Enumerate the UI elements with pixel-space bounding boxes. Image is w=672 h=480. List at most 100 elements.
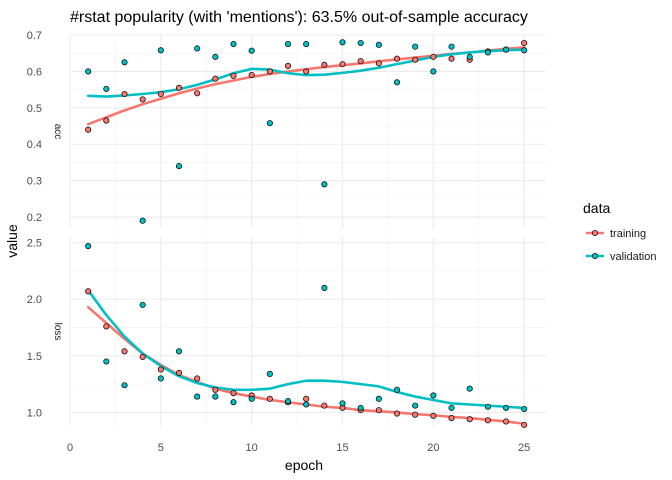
data-point-validation: [194, 45, 201, 52]
smooth-line-training: [86, 46, 526, 126]
x-tick-label: 25: [518, 442, 530, 454]
data-point-validation: [121, 382, 128, 389]
data-point-validation: [175, 348, 183, 355]
data-point-validation: [412, 402, 419, 409]
legend: data training validation: [583, 200, 656, 263]
data-point-validation: [521, 47, 528, 54]
data-point-training: [393, 410, 401, 417]
data-point-training: [175, 84, 183, 91]
facet-strip-loss: loss: [52, 323, 63, 341]
data-point-training: [157, 90, 164, 98]
data-point-validation: [248, 395, 255, 402]
data-point-training: [139, 353, 146, 361]
data-point-training: [85, 288, 92, 295]
data-point-validation: [375, 395, 382, 402]
data-point-validation: [284, 41, 292, 48]
data-point-training: [121, 348, 128, 355]
data-point-training: [212, 386, 219, 393]
data-point-training: [466, 416, 473, 423]
data-point-validation: [339, 400, 346, 407]
data-point-training: [357, 58, 364, 65]
x-tick-label: 5: [158, 442, 164, 454]
data-point-training: [321, 402, 328, 409]
facet-panel-acc: 0.2 0.3 0.4 0.5 0.6 0.7 acc: [27, 30, 546, 228]
data-point-training: [157, 366, 164, 373]
data-point-training: [266, 68, 273, 75]
data-point-validation: [157, 47, 164, 54]
data-point-validation: [85, 243, 92, 250]
data-point-validation: [393, 386, 401, 393]
facet-panel-loss: 1.0 1.5 2.0 2.5 loss: [27, 237, 546, 428]
data-point-validation: [103, 85, 110, 92]
data-point-validation: [284, 398, 292, 405]
y-tick-label: 0.7: [27, 30, 42, 42]
data-point-training: [448, 55, 455, 62]
data-point-training: [430, 53, 437, 60]
data-point-validation: [175, 163, 183, 170]
data-point-training: [393, 55, 401, 62]
data-point-training: [321, 61, 328, 68]
data-point-validation: [412, 43, 419, 50]
x-axis: 0 5 10 15 20 25: [67, 442, 530, 454]
y-tick-label: 1.0: [27, 407, 42, 419]
data-point-validation: [521, 405, 528, 413]
y-tick-label: 0.3: [27, 176, 42, 188]
x-tick-label: 20: [427, 442, 439, 454]
data-point-validation: [212, 53, 219, 60]
data-point-training: [194, 375, 201, 382]
data-point-validation: [248, 47, 255, 54]
data-point-validation: [339, 39, 346, 46]
x-tick-label: 10: [246, 442, 258, 454]
legend-key-point-training: [591, 229, 599, 237]
facet-strip-acc: acc: [52, 124, 63, 140]
data-point-validation: [230, 41, 237, 48]
data-point-training: [230, 72, 237, 79]
data-point-training: [430, 412, 437, 419]
data-point-validation: [484, 403, 491, 410]
data-point-validation: [230, 399, 237, 406]
data-point-training: [194, 90, 201, 97]
legend-key-point-validation: [591, 252, 599, 260]
data-point-validation: [430, 392, 437, 399]
y-tick-label: 0.6: [27, 66, 42, 78]
legend-label-validation: validation: [610, 251, 656, 263]
data-point-validation: [448, 43, 455, 50]
smooth-line-validation: [86, 288, 526, 410]
data-point-training: [412, 411, 419, 418]
data-point-validation: [502, 404, 510, 411]
y-tick-label: 2.0: [27, 294, 42, 306]
data-point-training: [103, 117, 110, 124]
data-point-validation: [466, 53, 473, 60]
data-point-validation: [303, 401, 310, 408]
data-point-validation: [375, 41, 382, 48]
data-point-training: [502, 418, 510, 425]
data-point-validation: [393, 79, 401, 86]
data-point-validation: [321, 284, 328, 291]
data-point-validation: [121, 59, 128, 66]
y-tick-label: 2.5: [27, 238, 42, 250]
legend-label-training: training: [610, 228, 646, 240]
data-point-training: [375, 407, 382, 414]
legend-title: data: [583, 200, 610, 216]
data-point-validation: [266, 120, 273, 127]
data-point-training: [85, 126, 92, 133]
data-point-training: [139, 96, 146, 103]
data-point-training: [248, 72, 255, 79]
data-point-validation: [321, 181, 328, 188]
data-point-validation: [194, 393, 201, 400]
data-point-training: [448, 415, 455, 422]
data-point-training: [375, 60, 382, 67]
data-point-training: [484, 417, 491, 424]
data-point-training: [266, 395, 273, 402]
data-point-training: [303, 68, 310, 75]
y-axis-title: value: [4, 224, 20, 258]
data-point-training: [284, 62, 292, 70]
data-point-training: [303, 395, 310, 402]
chart-title: #rstat popularity (with 'mentions'): 63.…: [70, 9, 528, 26]
y-tick-label: 0.5: [27, 103, 42, 115]
data-point-validation: [139, 217, 146, 224]
data-point-validation: [502, 46, 510, 53]
data-point-validation: [85, 68, 92, 75]
data-point-validation: [484, 49, 491, 56]
